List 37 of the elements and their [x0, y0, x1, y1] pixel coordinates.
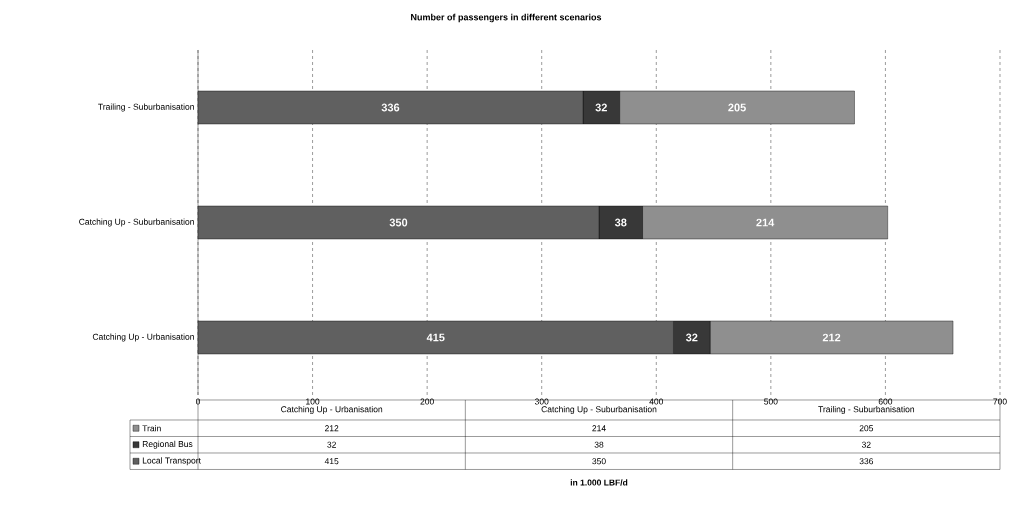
y-tick-label: Trailing - Suburbanisation	[98, 103, 194, 112]
text: in 1.000 LBF/d	[570, 479, 628, 486]
text: 415	[324, 458, 339, 465]
legend-label: Train	[142, 425, 161, 432]
data-label: 214	[756, 218, 775, 227]
legend-label: Regional Bus	[142, 440, 193, 449]
x-tick-label: 600	[878, 398, 893, 405]
data-label: 32	[685, 333, 698, 342]
text: 32	[861, 441, 871, 448]
legend-label: Local Transport	[142, 457, 201, 466]
data-label: 32	[595, 103, 607, 112]
x-tick-label: 500	[764, 398, 778, 405]
x-tick-label: 100	[306, 398, 320, 405]
y-tick-label: Catching Up - Urbanisation	[92, 333, 194, 342]
text: 212	[325, 425, 339, 432]
y-tick-label: Catching Up - Suburbanisation	[79, 218, 194, 227]
text: 32	[327, 441, 336, 448]
x-tick-label: 0	[195, 398, 201, 405]
text: 214	[592, 425, 606, 432]
x-tick-label: 700	[993, 398, 1007, 405]
data-label: 350	[389, 218, 408, 227]
data-label: 205	[728, 103, 746, 112]
x-tick-label: 200	[420, 398, 434, 405]
category-label: Catching Up - Suburbanisation	[541, 406, 657, 414]
text: 38	[594, 441, 604, 448]
text: 350	[592, 458, 606, 465]
text: 205	[859, 425, 874, 432]
text: 336	[859, 458, 874, 465]
data-label: 38	[614, 218, 627, 227]
x-tick-label: 400	[649, 398, 664, 405]
x-tick-label: 300	[534, 398, 549, 405]
category-label: Catching Up - Urbanisation	[281, 406, 383, 414]
category-label: Trailing - Suburbanisation	[818, 406, 915, 414]
data-label: 415	[426, 333, 445, 342]
data-label: 212	[822, 333, 841, 342]
chart-title: Number of passengers in different scenarios	[411, 13, 602, 23]
data-label: 336	[381, 103, 400, 112]
